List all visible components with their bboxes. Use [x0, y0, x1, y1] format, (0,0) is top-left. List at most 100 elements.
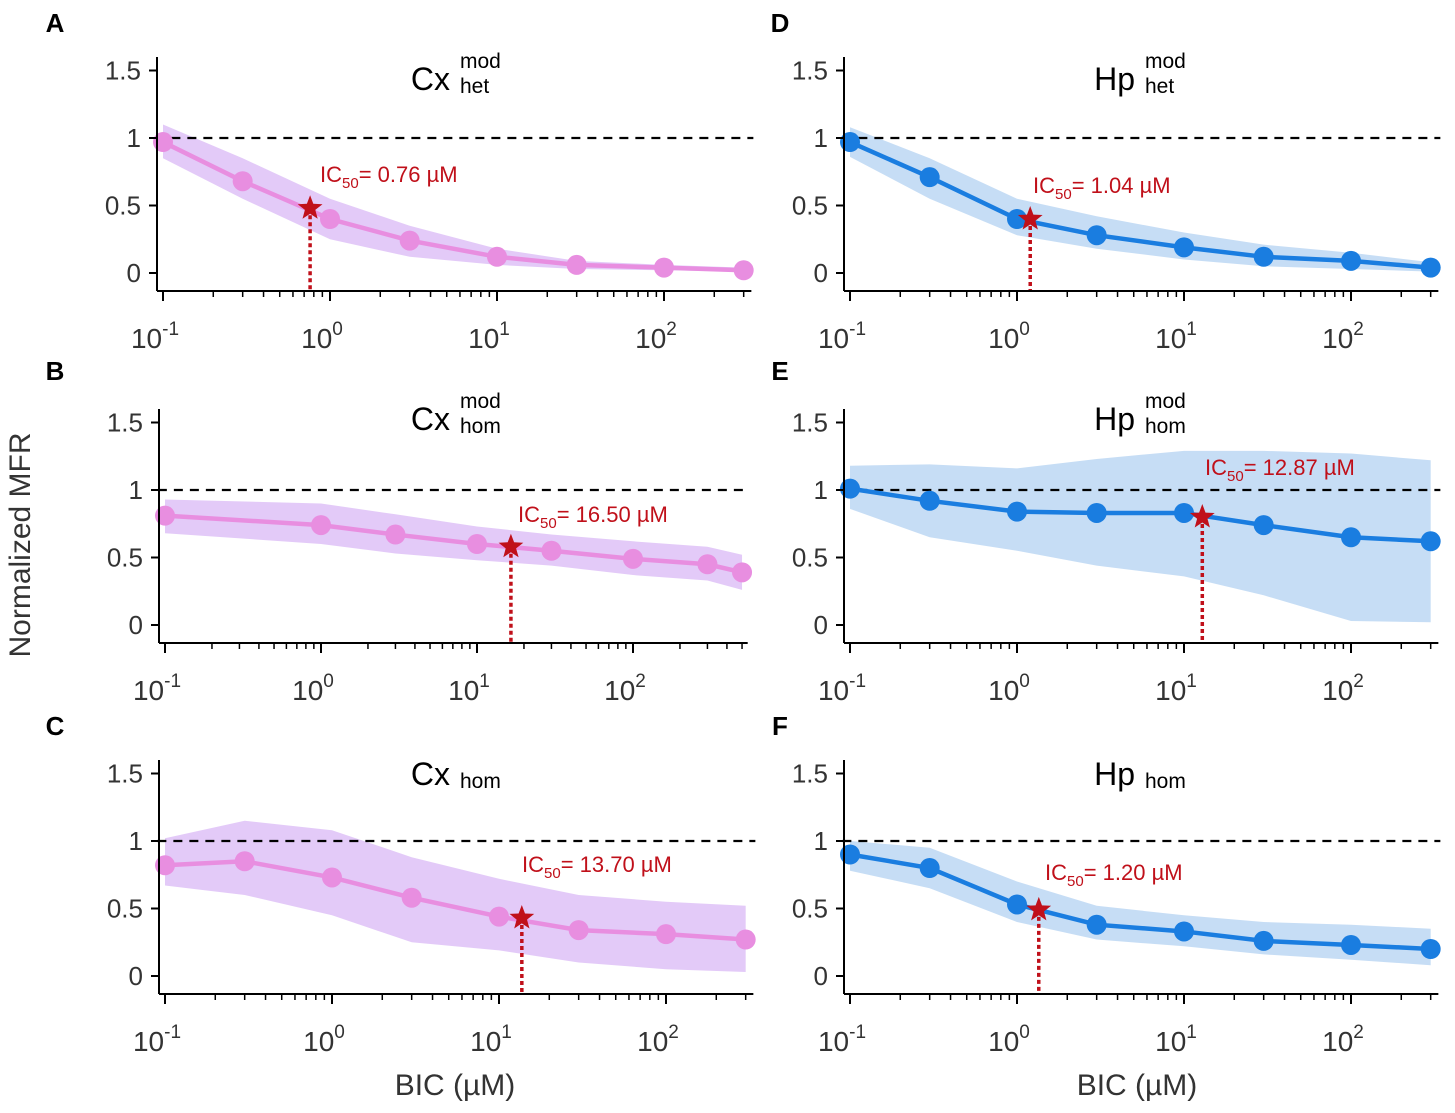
series-line [164, 858, 746, 942]
y-tick-label: 0.5 [792, 543, 828, 573]
data-point [566, 254, 587, 275]
x-tick-exponent: -1 [849, 671, 866, 692]
x-tick-exponent: 0 [1019, 319, 1030, 340]
data-point [1174, 502, 1194, 523]
x-tick-label: 102 [1322, 671, 1364, 706]
x-tick-label: 101 [1155, 671, 1197, 706]
data-point [1007, 209, 1027, 229]
data-point [320, 209, 340, 229]
series-line [849, 852, 1431, 952]
ic50-label-sub: 50 [1067, 873, 1084, 890]
x-tick-base: 10 [818, 675, 849, 706]
x-tick-exponent: 1 [1186, 319, 1197, 340]
panel-title: Cx [411, 61, 450, 97]
ic50-label-value: = 13.70 µM [561, 852, 672, 877]
y-tick-label: 0 [127, 258, 141, 288]
x-tick-base: 10 [988, 675, 1019, 706]
panel-letter: D [771, 8, 790, 38]
ic50-label-ic: IC [522, 852, 544, 877]
x-tick-exponent: 1 [1186, 671, 1197, 692]
x-tick-exponent: -1 [164, 671, 181, 692]
data-point [1341, 250, 1361, 271]
data-point [654, 257, 674, 278]
data-point [1341, 527, 1361, 548]
y-tick-label: 1 [814, 475, 828, 505]
panel-title: Hp [1094, 61, 1135, 97]
data-point [1086, 502, 1107, 523]
x-tick-base: 10 [1322, 675, 1353, 706]
error-band [850, 127, 1431, 272]
panel-title: Cx [411, 756, 450, 792]
ic50-star-marker [1026, 896, 1052, 921]
panel-title: Hp [1094, 401, 1135, 437]
data-point [1420, 939, 1441, 959]
x-tick-base: 10 [292, 675, 323, 706]
data-point [234, 851, 255, 872]
x-tick-base: 10 [470, 1026, 501, 1057]
x-tick-base: 10 [133, 675, 164, 706]
x-tick-base: 10 [448, 675, 479, 706]
y-tick-label: 0.5 [107, 543, 143, 573]
x-tick-label: 101 [448, 671, 490, 706]
x-tick-base: 10 [988, 1026, 1019, 1057]
y-tick-label: 0 [129, 610, 143, 640]
data-point [489, 906, 509, 927]
panel-title-superscript: mod [460, 50, 501, 73]
data-point [487, 246, 507, 267]
x-tick-exponent: -1 [849, 1022, 866, 1043]
x-tick-base: 10 [1155, 323, 1186, 354]
x-tick-base: 10 [133, 1026, 164, 1057]
x-tick-base: 10 [1322, 323, 1353, 354]
ic50-label-sub: 50 [342, 175, 359, 192]
x-tick-label: 10-1 [133, 671, 181, 706]
x-tick-exponent: 0 [332, 319, 343, 340]
y-tick-label: 0 [814, 961, 828, 991]
series-line [849, 486, 1431, 544]
x-tick-exponent: 0 [334, 1022, 345, 1043]
y-tick-label: 1.5 [107, 759, 143, 789]
x-tick-base: 10 [468, 323, 499, 354]
series-line [162, 140, 744, 273]
ic50-label-value: = 16.50 µM [557, 502, 668, 527]
x-axis-label-right: BIC (µM) [1077, 1069, 1198, 1102]
x-tick-label: 10-1 [818, 671, 866, 706]
error-band [165, 820, 746, 972]
x-axis-label-left: BIC (µM) [395, 1069, 516, 1102]
ic50-star-marker [297, 195, 323, 219]
x-tick-exponent: 2 [668, 1022, 679, 1043]
y-tick-label: 1.5 [792, 408, 828, 438]
y-axis-label: Normalized MFR [4, 432, 37, 657]
y-tick-label: 1 [127, 123, 141, 153]
ic50-label-value: = 1.04 µM [1072, 173, 1171, 198]
panel-title: Hp [1094, 756, 1135, 792]
x-tick-label: 101 [1155, 1022, 1197, 1057]
x-tick-base: 10 [1322, 1026, 1353, 1057]
x-tick-base: 10 [818, 1026, 849, 1057]
panel-letter: E [771, 356, 788, 386]
y-tick-label: 0.5 [107, 894, 143, 924]
data-point [232, 171, 253, 192]
data-point [1253, 515, 1274, 536]
panel-title: Cx [411, 401, 450, 437]
panel-title-superscript: mod [460, 390, 501, 413]
data-point [1253, 930, 1274, 951]
data-point [919, 858, 940, 878]
data-point [1174, 237, 1194, 258]
y-tick-label: 0 [814, 610, 828, 640]
data-point [385, 524, 406, 545]
panel-title-subscript: hom [1145, 415, 1186, 438]
x-tick-label: 102 [635, 319, 677, 354]
panel-title-superscript: mod [1145, 50, 1186, 73]
ic50-star-marker [498, 533, 524, 558]
ic50-label-ic: IC [1045, 860, 1067, 885]
x-tick-exponent: -1 [164, 1022, 181, 1043]
data-point [1341, 934, 1361, 955]
ic50-label: IC50= 1.20 µM [1045, 860, 1183, 890]
x-tick-label: 102 [1322, 319, 1364, 354]
data-point [735, 929, 756, 950]
